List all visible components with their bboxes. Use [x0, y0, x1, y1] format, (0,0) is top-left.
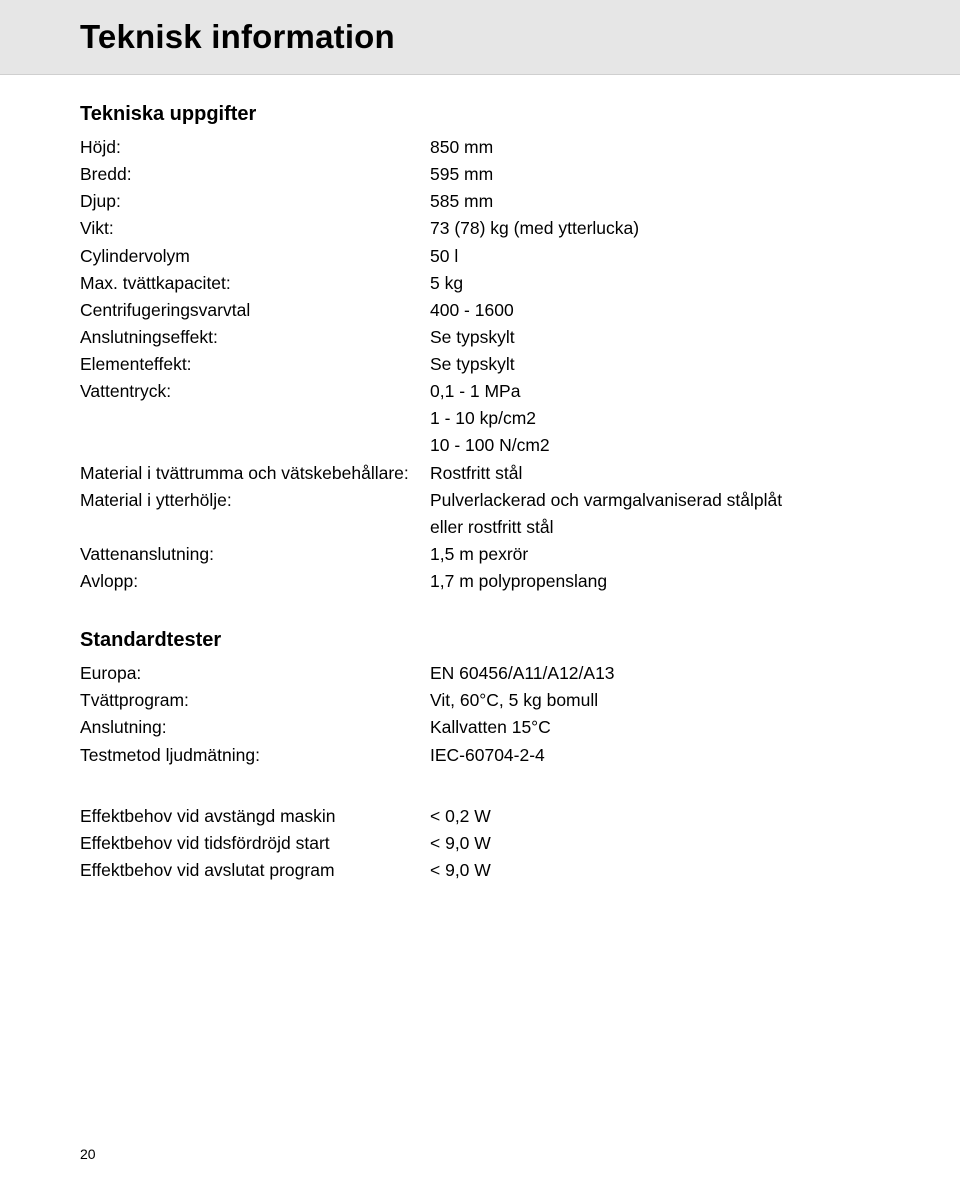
spec-value-line: Pulverlackerad och varmgalvaniserad stål… [430, 487, 782, 514]
page-number: 20 [80, 1146, 96, 1162]
spec-row-off: Effektbehov vid avstängd maskin < 0,2 W [80, 803, 491, 830]
spec-value-line: eller rostfritt stål [430, 514, 782, 541]
spec-value: 850 mm [430, 134, 782, 161]
spec-row-conn: Anslutning: Kallvatten 15°C [80, 714, 615, 741]
spec-value-line: 1 - 10 kp/cm2 [430, 405, 782, 432]
spec-label: Tvättprogram: [80, 687, 430, 714]
section-heading-tests: Standardtester [80, 629, 960, 652]
spec-value: < 0,2 W [430, 803, 491, 830]
spec-row-width: Bredd: 595 mm [80, 161, 782, 188]
spec-value: Se typskylt [430, 351, 782, 378]
spec-value: < 9,0 W [430, 857, 491, 884]
spec-row-europe: Europa: EN 60456/A11/A12/A13 [80, 660, 615, 687]
spec-row-spin: Centrifugeringsvarvtal 400 - 1600 [80, 297, 782, 324]
power-spec-table: Effektbehov vid avstängd maskin < 0,2 W … [80, 803, 491, 884]
spec-row-program: Tvättprogram: Vit, 60°C, 5 kg bomull [80, 687, 615, 714]
spec-label: Vattentryck: [80, 378, 430, 459]
tests-spec-table: Europa: EN 60456/A11/A12/A13 Tvättprogra… [80, 660, 615, 769]
spec-row-end: Effektbehov vid avslutat program < 9,0 W [80, 857, 491, 884]
spec-label: Effektbehov vid tidsfördröjd start [80, 830, 430, 857]
spec-label: Djup: [80, 188, 430, 215]
spec-label: Vikt: [80, 215, 430, 242]
spec-value: 595 mm [430, 161, 782, 188]
spec-label: Anslutningseffekt: [80, 324, 430, 351]
spec-value: Se typskylt [430, 324, 782, 351]
content-area: Tekniska uppgifter Höjd: 850 mm Bredd: 5… [0, 75, 960, 884]
spec-row-cylvol: Cylindervolym 50 l [80, 243, 782, 270]
spec-value: 400 - 1600 [430, 297, 782, 324]
spec-row-depth: Djup: 585 mm [80, 188, 782, 215]
spec-row-connpower: Anslutningseffekt: Se typskylt [80, 324, 782, 351]
spec-label: Effektbehov vid avslutat program [80, 857, 430, 884]
spec-value: 5 kg [430, 270, 782, 297]
spec-label: Effektbehov vid avstängd maskin [80, 803, 430, 830]
spec-label: Testmetod ljudmätning: [80, 742, 430, 769]
section-heading-tech: Tekniska uppgifter [80, 103, 960, 126]
spec-label: Elementeffekt: [80, 351, 430, 378]
spec-row-delay: Effektbehov vid tidsfördröjd start < 9,0… [80, 830, 491, 857]
spec-value: 585 mm [430, 188, 782, 215]
spec-label: Europa: [80, 660, 430, 687]
spec-value: IEC-60704-2-4 [430, 742, 615, 769]
spec-value: < 9,0 W [430, 830, 491, 857]
spec-row-maxcap: Max. tvättkapacitet: 5 kg [80, 270, 782, 297]
spec-label: Vattenanslutning: [80, 541, 430, 568]
spec-row-weight: Vikt: 73 (78) kg (med ytterlucka) [80, 215, 782, 242]
page-title: Teknisk information [80, 18, 960, 56]
spec-label: Max. tvättkapacitet: [80, 270, 430, 297]
spec-row-waterconn: Vattenanslutning: 1,5 m pexrör [80, 541, 782, 568]
spec-label: Bredd: [80, 161, 430, 188]
spec-row-sound: Testmetod ljudmätning: IEC-60704-2-4 [80, 742, 615, 769]
spec-label: Cylindervolym [80, 243, 430, 270]
spec-value: 50 l [430, 243, 782, 270]
header-band: Teknisk information [0, 0, 960, 75]
spec-label: Avlopp: [80, 568, 430, 595]
spec-value: Kallvatten 15°C [430, 714, 615, 741]
spec-label: Material i tvättrumma och vätskebehållar… [80, 460, 430, 487]
spec-row-drain: Avlopp: 1,7 m polypropenslang [80, 568, 782, 595]
spec-label: Centrifugeringsvarvtal [80, 297, 430, 324]
spec-row-waterpress: Vattentryck: 0,1 - 1 MPa 1 - 10 kp/cm2 1… [80, 378, 782, 459]
spec-value: EN 60456/A11/A12/A13 [430, 660, 615, 687]
spec-label: Material i ytterhölje: [80, 487, 430, 541]
spec-row-drummat: Material i tvättrumma och vätskebehållar… [80, 460, 782, 487]
spec-value: 0,1 - 1 MPa 1 - 10 kp/cm2 10 - 100 N/cm2 [430, 378, 782, 459]
spec-row-height: Höjd: 850 mm [80, 134, 782, 161]
spec-value: 1,5 m pexrör [430, 541, 782, 568]
spec-row-casingmat: Material i ytterhölje: Pulverlackerad oc… [80, 487, 782, 541]
spec-label: Anslutning: [80, 714, 430, 741]
spec-value: Rostfritt stål [430, 460, 782, 487]
spec-value: 73 (78) kg (med ytterlucka) [430, 215, 782, 242]
spec-value: Vit, 60°C, 5 kg bomull [430, 687, 615, 714]
tech-spec-table: Höjd: 850 mm Bredd: 595 mm Djup: 585 mm … [80, 134, 782, 595]
spec-value: 1,7 m polypropenslang [430, 568, 782, 595]
spec-row-elempower: Elementeffekt: Se typskylt [80, 351, 782, 378]
spec-value-line: 0,1 - 1 MPa [430, 378, 782, 405]
spec-label: Höjd: [80, 134, 430, 161]
spec-value: Pulverlackerad och varmgalvaniserad stål… [430, 487, 782, 541]
spec-value-line: 10 - 100 N/cm2 [430, 432, 782, 459]
